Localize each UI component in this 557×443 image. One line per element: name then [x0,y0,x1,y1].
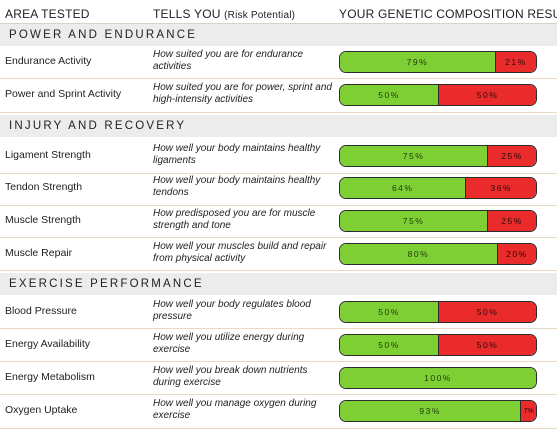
row-divider [0,112,557,113]
row-divider [0,237,557,238]
table-row: Energy Metabolism How well you break dow… [0,362,557,394]
row-divider [0,328,557,329]
result-bar: 75% 25% [339,210,537,232]
area-label: Oxygen Uptake [5,404,78,416]
tells-description: How predisposed you are for muscle stren… [153,208,316,231]
green-segment: 93% [340,401,521,421]
green-segment: 100% [340,368,536,388]
result-bar: 50% 50% [339,334,537,356]
green-segment: 79% [340,52,495,72]
row-divider [0,428,557,429]
red-segment: 25% [487,146,536,166]
red-segment: 20% [496,244,536,264]
area-label: Energy Metabolism [5,371,95,383]
table-row: Tendon Strength How well your body maint… [0,172,557,204]
section-title: POWER AND ENDURANCE [9,29,198,41]
table-header: AREA TESTED TELLS YOU (Risk Potential) Y… [0,0,557,24]
tells-description: How well your muscles build and repair f… [153,241,327,264]
red-segment: 50% [438,302,536,322]
area-label: Endurance Activity [5,55,92,67]
header-area-tested: AREA TESTED [5,7,90,21]
table-row: Power and Sprint Activity How suited you… [0,79,557,111]
green-segment: 50% [340,302,438,322]
red-segment: 7% [520,401,536,421]
tells-description: How well you utilize energy during exerc… [153,332,305,355]
header-tells-you-label: TELLS YOU [153,7,221,21]
result-bar: 50% 50% [339,301,537,323]
area-label: Muscle Repair [5,247,73,259]
tells-description: How suited you are for endurance activit… [153,49,304,72]
result-bar: 80% 20% [339,243,537,265]
result-bar: 93% 7% [339,400,537,422]
result-bar: 50% 50% [339,84,537,106]
area-label: Ligament Strength [5,149,91,161]
table-row: Blood Pressure How well your body regula… [0,296,557,328]
result-bar: 75% 25% [339,145,537,167]
section-power-endurance: POWER AND ENDURANCE [0,24,557,46]
tells-description: How well your body maintains healthy lig… [153,143,321,166]
section-exercise-performance: EXERCISE PERFORMANCE [0,273,557,295]
green-segment: 80% [340,244,497,264]
green-segment: 64% [340,178,466,198]
tells-description: How well your body maintains healthy ten… [153,175,321,198]
red-segment: 21% [494,52,536,72]
row-divider [0,78,557,79]
green-segment: 50% [340,85,438,105]
result-bar: 100% [339,367,537,389]
result-bar: 79% 21% [339,51,537,73]
area-label: Tendon Strength [5,181,83,193]
green-segment: 50% [340,335,438,355]
header-tells-you: TELLS YOU (Risk Potential) [153,7,295,21]
area-label: Energy Availability [5,338,91,350]
header-results: YOUR GENETIC COMPOSITION RESULTS [339,7,557,21]
area-label: Power and Sprint Activity [5,88,122,100]
area-label: Blood Pressure [5,305,77,317]
section-title: EXERCISE PERFORMANCE [9,278,204,290]
area-label: Muscle Strength [5,214,81,226]
header-tells-you-sub: (Risk Potential) [224,10,296,21]
header-divider [0,23,557,24]
green-segment: 75% [340,211,487,231]
tells-description: How well you break down nutrients during… [153,365,308,388]
tells-description: How suited you are for power, sprint and… [153,82,332,105]
table-row: Ligament Strength How well your body mai… [0,140,557,172]
table-row: Energy Availability How well you utilize… [0,329,557,361]
table-row: Muscle Strength How predisposed you are … [0,205,557,237]
result-bar: 64% 36% [339,177,537,199]
table-row: Oxygen Uptake How well you manage oxygen… [0,395,557,427]
row-divider [0,394,557,395]
red-segment: 50% [438,335,536,355]
row-divider [0,270,557,271]
green-segment: 75% [340,146,487,166]
table-row: Muscle Repair How well your muscles buil… [0,238,557,270]
row-divider [0,205,557,206]
tells-description: How well your body regulates blood press… [153,299,311,322]
tells-description: How well you manage oxygen during exerci… [153,398,317,421]
red-segment: 50% [438,85,536,105]
table-row: Endurance Activity How suited you are fo… [0,46,557,78]
red-segment: 25% [487,211,536,231]
row-divider [0,173,557,174]
section-injury-recovery: INJURY AND RECOVERY [0,115,557,137]
row-divider [0,361,557,362]
red-segment: 36% [465,178,536,198]
section-title: INJURY AND RECOVERY [9,120,187,132]
